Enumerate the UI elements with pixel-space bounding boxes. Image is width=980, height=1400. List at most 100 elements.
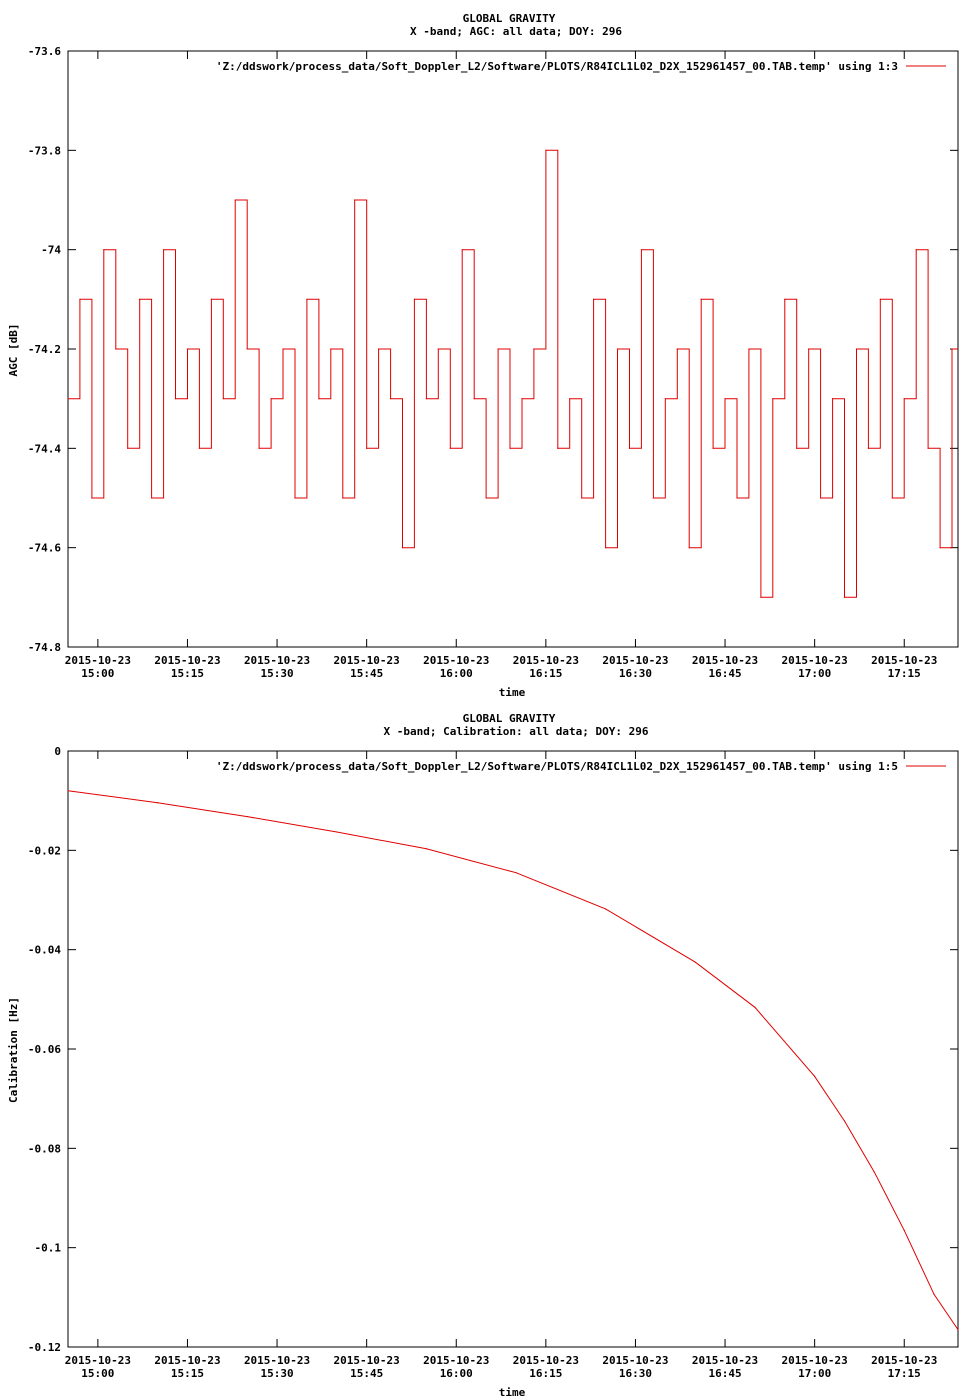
data-point [515,872,517,874]
data-point [604,908,607,910]
x-tick-date-label: 2015-10-23 [602,654,668,667]
data-point [903,398,905,400]
data-point [67,790,69,792]
data-point [784,298,786,300]
x-tick-date-label: 2015-10-23 [65,1354,131,1367]
calibration-chart: GLOBAL GRAVITY X -band; Calibration: all… [7,712,959,1399]
x-tick-date-label: 2015-10-23 [154,654,220,667]
data-point [760,596,762,598]
data-point [855,348,858,350]
y-tick-label: -0.04 [28,944,61,957]
data-point [754,1006,756,1008]
data-point [867,447,870,449]
data-point [234,199,236,201]
data-point [378,348,380,350]
data-point [831,398,834,400]
x-tick-date-label: 2015-10-23 [244,1354,310,1367]
data-point [389,398,392,400]
data-point [569,398,571,400]
x-tick-time-label: 16:00 [440,1367,473,1380]
x-tick-date-label: 2015-10-23 [871,1354,937,1367]
y-tick-label: -73.8 [28,144,61,157]
x-tick-date-label: 2015-10-23 [65,654,131,667]
data-point [425,398,427,400]
y-tick-label: -0.06 [28,1043,61,1056]
data-point [366,447,368,449]
data-point [521,398,523,400]
data-point [258,447,260,449]
x-tick-time-label: 15:15 [171,1367,204,1380]
x-tick-time-label: 17:15 [888,667,921,680]
legend-label: 'Z:/ddswork/process_data/Soft_Doppler_L2… [216,60,898,73]
data-point [796,447,798,449]
data-point [497,348,499,350]
data-point [186,348,189,350]
data-point [330,348,332,350]
data-point [127,447,129,449]
data-point [604,547,607,549]
plot-frame [67,50,959,648]
x-tick-time-label: 15:30 [260,1367,293,1380]
data-point [873,1171,875,1173]
data-point [903,1229,905,1231]
chart-title: GLOBAL GRAVITY [463,712,556,725]
data-point [933,1293,935,1295]
y-tick-label: -0.12 [28,1341,61,1354]
data-point [814,1075,816,1077]
data-point [748,348,750,350]
data-point [772,398,774,400]
x-tick-date-label: 2015-10-23 [602,1354,668,1367]
data-point [115,348,117,350]
data-point [336,831,338,833]
data-point [413,298,416,300]
y-tick-label: -0.02 [28,844,61,857]
data-point [843,1120,846,1122]
data-point [640,249,643,251]
x-tick-time-label: 15:45 [350,667,383,680]
x-tick-date-label: 2015-10-23 [423,654,489,667]
data-point [210,298,212,300]
data-point [449,447,451,449]
x-tick-date-label: 2015-10-23 [692,1354,758,1367]
y-tick-label: -74 [41,244,61,257]
x-tick-time-label: 17:15 [888,1367,921,1380]
data-point [354,199,356,201]
x-tick-time-label: 15:00 [81,667,114,680]
y-tick-label: -74.8 [28,641,61,654]
series-line [68,149,958,598]
data-point [306,298,308,300]
data-point [425,848,427,850]
data-point [222,398,224,400]
data-point [951,348,953,350]
chart-title: GLOBAL GRAVITY [463,12,556,25]
x-tick-date-label: 2015-10-23 [782,1354,848,1367]
data-point [820,497,822,499]
data-point [79,298,81,300]
x-axis-label: time [499,686,526,699]
data-point [927,447,929,449]
data-point [652,497,654,499]
data-point [473,398,475,400]
data-point [545,149,547,151]
data-point [879,298,881,300]
y-tick-label: -0.1 [35,1242,62,1255]
data-point [957,1329,959,1331]
data-point [91,497,93,499]
x-tick-time-label: 16:00 [440,667,473,680]
x-axis-label: time [499,1386,526,1399]
data-point [808,348,810,350]
data-point [401,547,404,549]
data-point [461,249,463,251]
x-tick-time-label: 16:30 [619,1367,652,1380]
data-point [103,249,105,251]
chart-subtitle: X -band; AGC: all data; DOY: 296 [410,25,622,38]
data-point [694,961,696,963]
x-tick-time-label: 17:00 [798,667,831,680]
y-tick-label: -74.2 [28,343,61,356]
x-tick-time-label: 16:45 [708,667,741,680]
data-point [437,348,439,350]
data-point [282,348,284,350]
data-point [246,815,248,818]
x-tick-date-label: 2015-10-23 [154,1354,220,1367]
